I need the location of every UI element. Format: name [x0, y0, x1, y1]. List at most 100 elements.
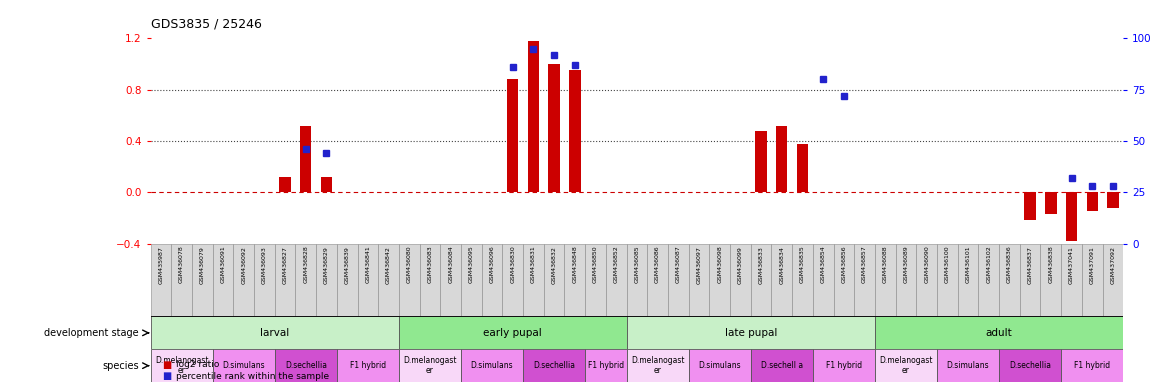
- Text: GSM436079: GSM436079: [200, 246, 205, 283]
- Bar: [647, 243, 668, 316]
- Bar: [999, 349, 1061, 382]
- Bar: [379, 243, 398, 316]
- Bar: [813, 349, 875, 382]
- Bar: [1102, 243, 1123, 316]
- Bar: [300, 126, 312, 192]
- Text: D.melanogast
er: D.melanogast er: [155, 356, 208, 376]
- Bar: [1082, 243, 1102, 316]
- Text: percentile rank within the sample: percentile rank within the sample: [176, 372, 329, 381]
- Bar: [1065, 192, 1077, 241]
- Text: GSM436836: GSM436836: [1007, 246, 1012, 283]
- Bar: [337, 243, 358, 316]
- Text: GSM436093: GSM436093: [262, 246, 266, 283]
- Bar: [398, 316, 626, 349]
- Bar: [626, 349, 689, 382]
- Bar: [999, 243, 1020, 316]
- Text: development stage: development stage: [44, 328, 139, 338]
- Text: GSM436842: GSM436842: [386, 246, 391, 283]
- Bar: [1107, 192, 1119, 208]
- Bar: [358, 243, 379, 316]
- Bar: [668, 243, 689, 316]
- Text: GSM436088: GSM436088: [882, 246, 888, 283]
- Text: GSM436834: GSM436834: [779, 246, 784, 283]
- Bar: [569, 70, 580, 192]
- Bar: [544, 243, 564, 316]
- Bar: [626, 316, 875, 349]
- Text: D.sechellia: D.sechellia: [533, 361, 576, 370]
- Bar: [564, 243, 585, 316]
- Bar: [771, 243, 792, 316]
- Bar: [482, 243, 503, 316]
- Text: GSM436098: GSM436098: [717, 246, 723, 283]
- Text: log2 ratio: log2 ratio: [176, 360, 219, 369]
- Text: F1 hybrid: F1 hybrid: [826, 361, 862, 370]
- Bar: [523, 243, 544, 316]
- Bar: [528, 41, 540, 192]
- Text: GSM436083: GSM436083: [427, 246, 432, 283]
- Bar: [337, 349, 398, 382]
- Text: GSM436099: GSM436099: [738, 246, 743, 283]
- Text: GSM436086: GSM436086: [655, 246, 660, 283]
- Bar: [834, 243, 855, 316]
- Bar: [875, 316, 1123, 349]
- Bar: [875, 243, 895, 316]
- Text: GSM436089: GSM436089: [903, 246, 908, 283]
- Text: D.simulans: D.simulans: [222, 361, 265, 370]
- Bar: [916, 243, 937, 316]
- Bar: [1061, 243, 1082, 316]
- Text: GSM436857: GSM436857: [862, 246, 867, 283]
- Text: GSM436100: GSM436100: [945, 246, 950, 283]
- Bar: [689, 349, 750, 382]
- Text: GSM437041: GSM437041: [1069, 246, 1073, 283]
- Bar: [585, 243, 606, 316]
- Text: ■: ■: [162, 360, 171, 370]
- Bar: [979, 243, 999, 316]
- Text: GSM436096: GSM436096: [490, 246, 494, 283]
- Text: GSM436087: GSM436087: [676, 246, 681, 283]
- Text: GSM436838: GSM436838: [1048, 246, 1054, 283]
- Text: GSM436097: GSM436097: [696, 246, 702, 283]
- Text: D.melanogast
er: D.melanogast er: [879, 356, 932, 376]
- Bar: [937, 243, 958, 316]
- Text: GSM436080: GSM436080: [406, 246, 412, 283]
- Bar: [274, 243, 295, 316]
- Text: GSM436833: GSM436833: [758, 246, 763, 283]
- Bar: [279, 177, 291, 192]
- Bar: [503, 243, 523, 316]
- Text: GSM436091: GSM436091: [220, 246, 226, 283]
- Bar: [440, 243, 461, 316]
- Text: GSM436078: GSM436078: [179, 246, 184, 283]
- Text: GSM436084: GSM436084: [448, 246, 453, 283]
- Text: D.simulans: D.simulans: [698, 361, 741, 370]
- Text: GSM436848: GSM436848: [572, 246, 578, 283]
- Bar: [750, 243, 771, 316]
- Bar: [213, 349, 274, 382]
- Text: GSM435987: GSM435987: [159, 246, 163, 283]
- Text: F1 hybrid: F1 hybrid: [1075, 361, 1111, 370]
- Text: GSM436101: GSM436101: [966, 246, 970, 283]
- Bar: [710, 243, 730, 316]
- Bar: [1086, 192, 1098, 212]
- Text: GSM436830: GSM436830: [511, 246, 515, 283]
- Bar: [937, 349, 999, 382]
- Text: GSM436856: GSM436856: [842, 246, 846, 283]
- Bar: [295, 243, 316, 316]
- Text: GSM436827: GSM436827: [283, 246, 287, 283]
- Text: GSM436829: GSM436829: [324, 246, 329, 283]
- Bar: [855, 243, 875, 316]
- Text: D.melanogast
er: D.melanogast er: [631, 356, 684, 376]
- Text: GSM436852: GSM436852: [614, 246, 618, 283]
- Bar: [461, 243, 482, 316]
- Text: GSM436839: GSM436839: [345, 246, 350, 283]
- Bar: [797, 144, 808, 192]
- Bar: [689, 243, 710, 316]
- Text: GSM436102: GSM436102: [987, 246, 991, 283]
- Text: GSM437091: GSM437091: [1090, 246, 1094, 283]
- Text: GSM436092: GSM436092: [241, 246, 247, 283]
- Text: GSM436831: GSM436831: [530, 246, 536, 283]
- Bar: [1046, 192, 1056, 214]
- Text: GSM437092: GSM437092: [1111, 246, 1115, 284]
- Bar: [776, 126, 787, 192]
- Text: GSM436090: GSM436090: [924, 246, 929, 283]
- Bar: [507, 79, 519, 192]
